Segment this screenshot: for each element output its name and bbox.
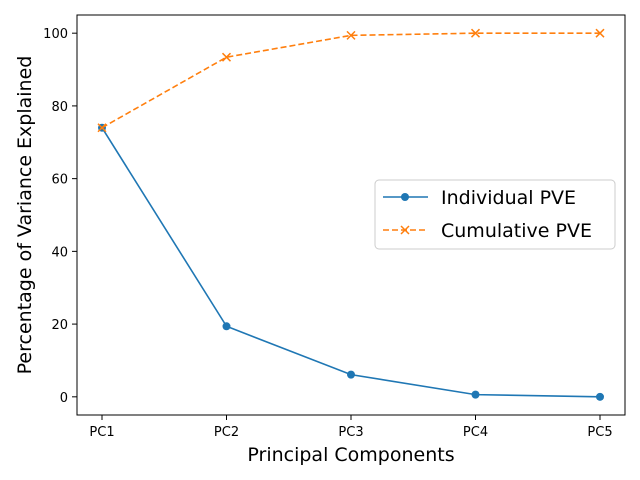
data-point [222, 322, 231, 331]
x-tick-label: PC5 [587, 425, 612, 440]
legend-marker-cumulative [400, 225, 410, 235]
series-layer [97, 28, 605, 401]
y-tick-label: 40 [51, 245, 68, 260]
y-tick-label: 60 [51, 173, 68, 188]
legend: Individual PVE Cumulative PVE [374, 179, 616, 250]
data-point [595, 28, 605, 38]
data-point [471, 390, 480, 399]
legend-label-cumulative: Cumulative PVE [441, 220, 592, 242]
y-tick-label: 20 [51, 318, 68, 333]
data-point [97, 123, 107, 133]
series-line-1 [101, 32, 600, 129]
data-point [347, 370, 355, 379]
legend-marker-individual [401, 193, 409, 201]
axis-ticks: 0 20 40 60 80 100 PC1 PC2 PC3 PC4 PC5 [43, 27, 612, 440]
x-tick-label: PC3 [338, 425, 363, 440]
y-tick-label: 0 [60, 391, 68, 406]
x-tick-label: PC4 [463, 425, 488, 440]
plot-frame [76, 14, 626, 416]
data-point [346, 30, 356, 40]
y-axis-title: Percentage of Variance Explained [14, 56, 36, 375]
x-axis-title: Principal Components [247, 444, 454, 466]
data-point [596, 392, 604, 401]
legend-frame [374, 179, 616, 250]
series-line-0 [101, 127, 601, 398]
data-point [470, 28, 481, 38]
x-tick-label: PC1 [89, 425, 114, 440]
data-point [221, 52, 232, 62]
x-tick-label: PC2 [214, 425, 239, 440]
legend-label-individual: Individual PVE [441, 187, 576, 209]
y-tick-label: 100 [43, 27, 68, 42]
y-tick-label: 80 [51, 100, 68, 115]
